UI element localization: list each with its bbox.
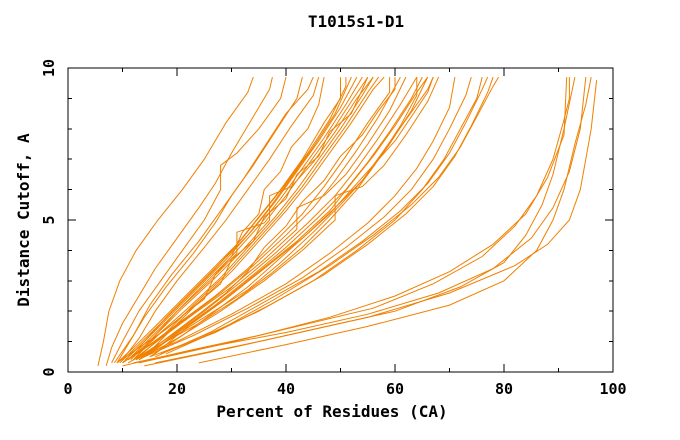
- x-axis-label: Percent of Residues (CA): [216, 402, 448, 421]
- chart-title: T1015s1-D1: [307, 12, 405, 31]
- x-tick-label-100: 100: [599, 380, 627, 398]
- x-tick-label-0: 0: [63, 380, 73, 398]
- y-tick-label-5: 5: [40, 215, 58, 225]
- x-tick-label-20: 20: [167, 380, 187, 398]
- y-tick-label-10: 10: [40, 58, 58, 78]
- curve-lines: [97, 76, 598, 367]
- x-tick-label-40: 40: [276, 380, 296, 398]
- plot-frame: [67, 67, 614, 373]
- y-tick-label-0: 0: [40, 367, 58, 377]
- x-tick-label-60: 60: [385, 380, 405, 398]
- y-axis-label: Distance Cutoff, A: [14, 133, 33, 307]
- x-tick-label-80: 80: [494, 380, 514, 398]
